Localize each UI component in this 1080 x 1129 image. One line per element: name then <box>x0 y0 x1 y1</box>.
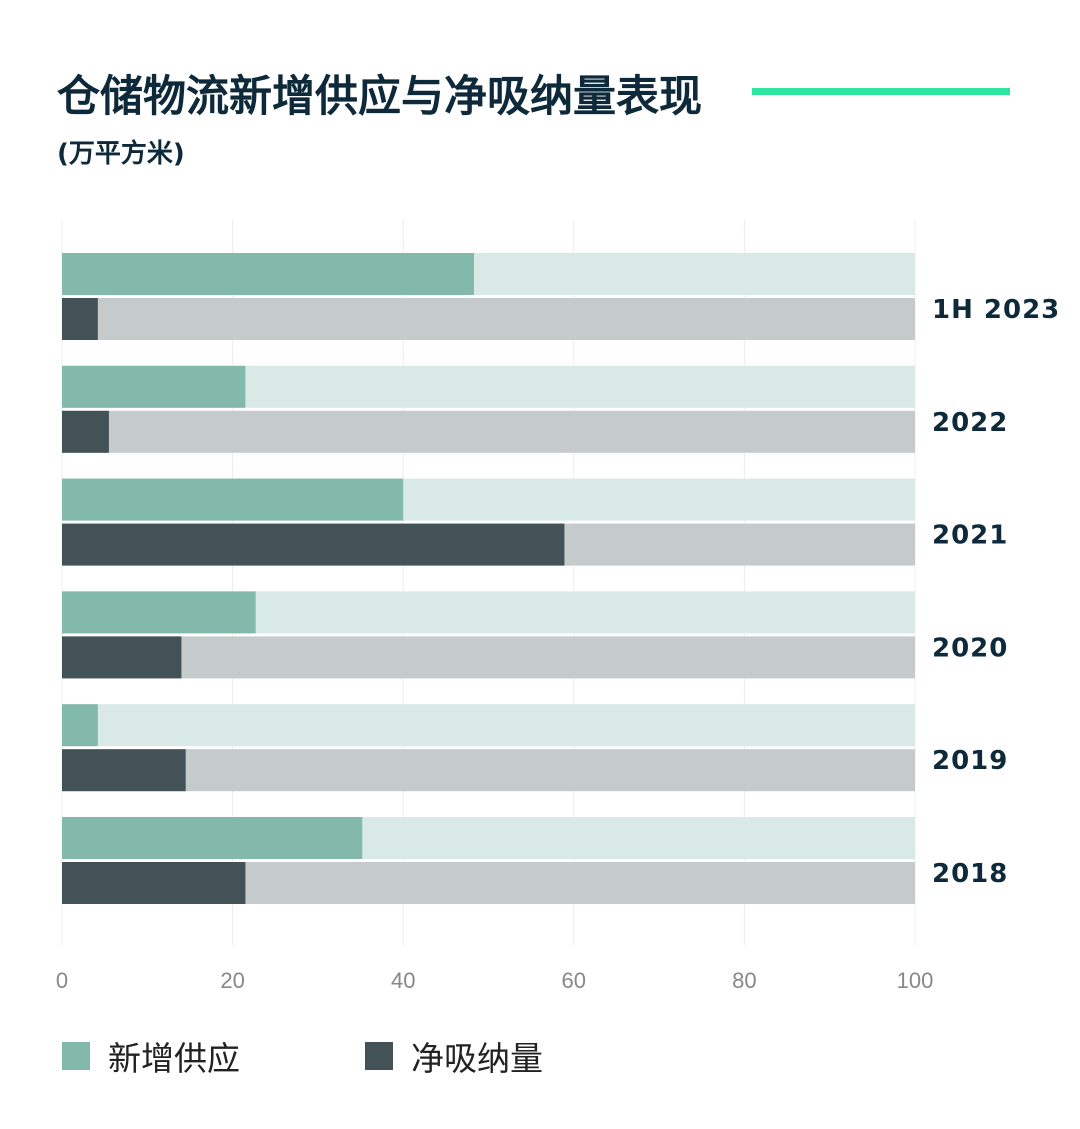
category-label-3: 2020 <box>932 633 1008 663</box>
legend-item-new-supply: 新增供应 <box>62 1036 240 1078</box>
x-axis-ticks: 0 20 40 60 80 100 <box>56 968 933 993</box>
bar-track-1-1 <box>62 410 915 453</box>
bar-net-absorption-4 <box>62 749 186 792</box>
category-label-4: 2019 <box>932 746 1008 776</box>
bar-track-0-4 <box>62 704 915 747</box>
bar-new-supply-2 <box>62 478 404 521</box>
chart-title: 仓储物流新增供应与净吸纳量表现 <box>57 72 702 122</box>
legend-item-net-absorption: 净吸纳量 <box>365 1036 543 1078</box>
bars <box>62 253 915 904</box>
legend-label-net-absorption: 净吸纳量 <box>411 1039 543 1078</box>
x-tick-label-80: 80 <box>732 968 756 993</box>
bar-track-1-4 <box>62 749 915 792</box>
legend: 新增供应 净吸纳量 <box>62 1036 962 1078</box>
title-accent-line <box>752 88 1010 95</box>
bar-net-absorption-1 <box>62 410 109 453</box>
legend-label-new-supply: 新增供应 <box>108 1039 240 1078</box>
x-tick-label-20: 20 <box>220 968 244 993</box>
x-tick-label-40: 40 <box>391 968 415 993</box>
category-label-0: 1H 2023 <box>932 295 1060 325</box>
bar-net-absorption-0 <box>62 298 98 340</box>
x-tick-label-60: 60 <box>562 968 586 993</box>
category-label-1: 2022 <box>932 408 1008 438</box>
bar-track-1-3 <box>62 636 915 679</box>
bar-net-absorption-5 <box>62 862 246 904</box>
bar-track-1-0 <box>62 298 915 340</box>
chart-subtitle: (万平方米) <box>57 139 185 169</box>
bar-net-absorption-2 <box>62 523 565 566</box>
bar-new-supply-5 <box>62 817 363 859</box>
category-labels: 1H 2023 2022 2021 2020 2019 2018 <box>932 295 1060 889</box>
bar-new-supply-0 <box>62 253 474 295</box>
bar-new-supply-4 <box>62 704 98 747</box>
bar-new-supply-1 <box>62 365 246 408</box>
bar-new-supply-3 <box>62 591 256 634</box>
bar-net-absorption-3 <box>62 636 182 679</box>
x-tick-label-0: 0 <box>56 968 68 993</box>
category-label-2: 2021 <box>932 521 1008 551</box>
x-tick-label-100: 100 <box>897 968 934 993</box>
legend-swatch-net-absorption <box>365 1042 393 1070</box>
legend-swatch-new-supply <box>62 1042 90 1070</box>
category-label-5: 2018 <box>932 859 1008 889</box>
